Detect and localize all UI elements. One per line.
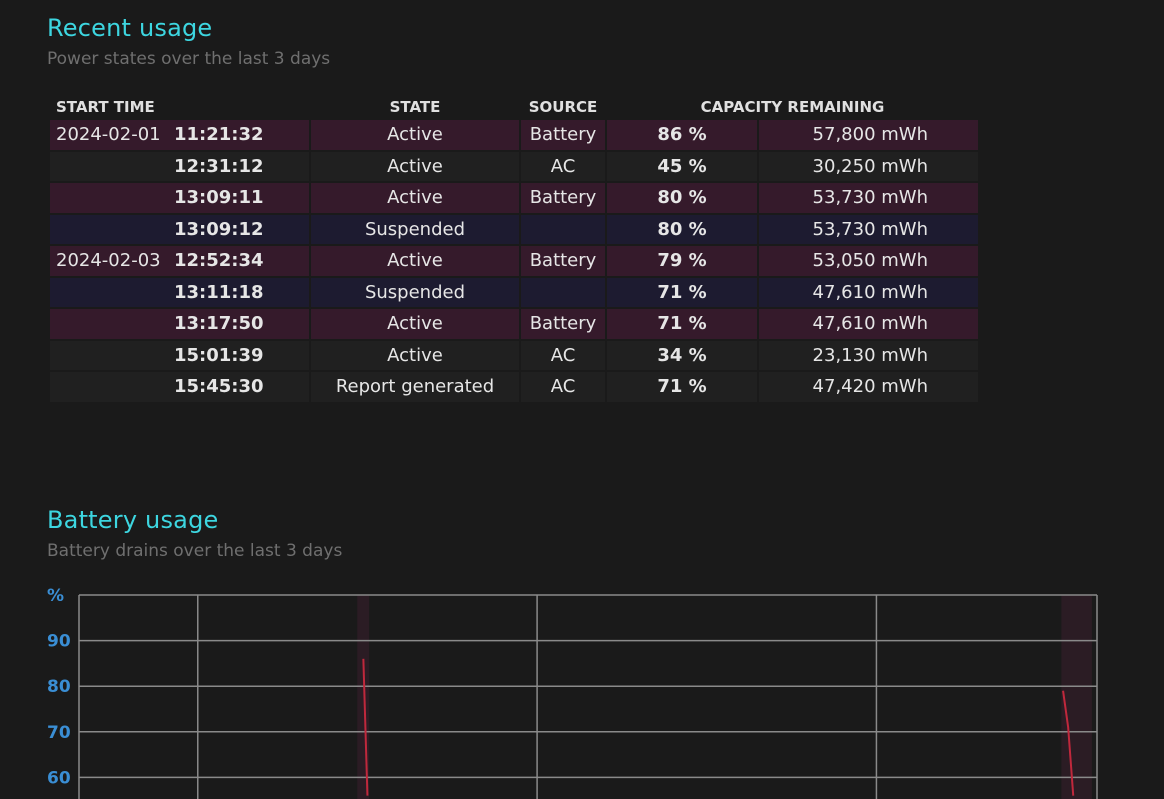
battery-usage-chart: % 90 80 70 60: [0, 580, 1164, 799]
cell-state: Active: [311, 309, 519, 339]
cell-capacity-mwh: 47,610 mWh: [759, 309, 978, 339]
start-time: 13:09:11: [174, 187, 264, 208]
cell-state: Active: [311, 340, 519, 370]
cell-capacity-percent: 34 %: [607, 340, 757, 370]
cell-capacity-mwh: 57,800 mWh: [759, 120, 978, 150]
recent-usage-subtitle: Power states over the last 3 days: [47, 49, 331, 69]
y-tick-label: 60: [47, 768, 71, 788]
cell-start-time: 13:11:18: [50, 277, 309, 307]
cell-capacity-mwh: 47,610 mWh: [759, 277, 978, 307]
start-time: 15:45:30: [174, 376, 264, 397]
start-time: 15:01:39: [174, 344, 264, 366]
cell-capacity-percent: 86 %: [607, 120, 757, 150]
table-row: 15:01:39 Active AC 34 % 23,130 mWh: [50, 340, 978, 370]
cell-source: Battery: [521, 309, 605, 339]
cell-capacity-percent: 71 %: [607, 277, 757, 307]
table-row: 13:17:50 Active Battery 71 % 47,610 mWh: [50, 309, 978, 339]
battery-usage-subtitle: Battery drains over the last 3 days: [47, 541, 343, 561]
cell-start-time: 2024-02-01 11:21:32: [50, 120, 309, 150]
header-source: SOURCE: [528, 98, 598, 116]
cell-capacity-mwh: 53,730 mWh: [759, 183, 978, 213]
cell-capacity-mwh: 23,130 mWh: [759, 340, 978, 370]
cell-state: Active: [311, 183, 519, 213]
battery-drain-line: [362, 658, 369, 796]
cell-source: AC: [521, 372, 605, 402]
recent-usage-table: START TIME STATE SOURCE CAPACITY REMAINI…: [48, 94, 980, 404]
cell-capacity-percent: 45 %: [607, 151, 757, 181]
cell-capacity-percent: 71 %: [607, 372, 757, 402]
cell-state: Active: [311, 120, 519, 150]
cell-state: Active: [311, 246, 519, 276]
cell-source: AC: [521, 151, 605, 181]
start-time: 13:17:50: [174, 313, 264, 334]
table-row: 15:45:30 Report generated AC 71 % 47,420 mWh: [50, 372, 978, 402]
y-tick-label: 70: [47, 723, 71, 743]
y-tick-label: 90: [47, 632, 71, 652]
cell-start-time: 13:09:11: [50, 183, 309, 213]
cell-capacity-percent: 80 %: [607, 183, 757, 213]
cell-source: Battery: [521, 246, 605, 276]
drain-shade: [357, 595, 370, 799]
start-time: 12:52:34: [174, 250, 264, 271]
battery-usage-chart-svg: % 90 80 70 60: [47, 586, 1098, 799]
cell-capacity-percent: 71 %: [607, 309, 757, 339]
header-start-time: START TIME: [56, 98, 155, 116]
cell-start-time: 15:01:39: [50, 340, 309, 370]
cell-capacity-mwh: 53,730 mWh: [759, 214, 978, 244]
cell-start-time: 12:31:12: [50, 151, 309, 181]
table-row: 12:31:12 Active AC 45 % 30,250 mWh: [50, 151, 978, 181]
cell-source: AC: [521, 340, 605, 370]
cell-start-time: 13:17:50: [50, 309, 309, 339]
battery-drain-line: [1062, 690, 1075, 796]
cell-start-time: 13:09:12: [50, 214, 309, 244]
cell-state: Suspended: [311, 214, 519, 244]
table-row: 13:11:18 Suspended 71 % 47,610 mWh: [50, 277, 978, 307]
battery-usage-title: Battery usage: [47, 506, 219, 534]
cell-capacity-percent: 79 %: [607, 246, 757, 276]
cell-state: Suspended: [311, 277, 519, 307]
start-date: 2024-02-03: [56, 250, 161, 271]
cell-capacity-percent: 80 %: [607, 214, 757, 244]
start-time: 12:31:12: [174, 155, 264, 177]
cell-start-time: 15:45:30: [50, 372, 309, 402]
cell-source: Battery: [521, 183, 605, 213]
table-row: 13:09:12 Suspended 80 % 53,730 mWh: [50, 214, 978, 244]
y-unit-label: %: [47, 586, 64, 606]
cell-source: [521, 277, 605, 307]
recent-usage-title: Recent usage: [47, 14, 213, 42]
header-state: STATE: [389, 98, 441, 116]
table-row: 13:09:11 Active Battery 80 % 53,730 mWh: [50, 183, 978, 213]
drain-shade: [1061, 595, 1092, 799]
table-row: 2024-02-01 11:21:32 Active Battery 86 % 57,80…: [50, 120, 978, 150]
table-header-row: START TIME STATE SOURCE CAPACITY REMAINI…: [50, 96, 978, 118]
cell-source: Battery: [521, 120, 605, 150]
cell-capacity-mwh: 30,250 mWh: [759, 151, 978, 181]
cell-start-time: 2024-02-03 12:52:34: [50, 246, 309, 276]
cell-capacity-mwh: 47,420 mWh: [759, 372, 978, 402]
table-row: 2024-02-03 12:52:34 Active Battery 79 % 53,05…: [50, 246, 978, 276]
start-time: 13:11:18: [174, 281, 264, 303]
cell-source: [521, 214, 605, 244]
y-tick-label: 80: [47, 677, 71, 697]
header-capacity-remaining: CAPACITY REMAINING: [700, 98, 885, 116]
start-time: 13:09:12: [174, 218, 264, 240]
start-date: 2024-02-01: [56, 124, 161, 145]
cell-capacity-mwh: 53,050 mWh: [759, 246, 978, 276]
start-time: 11:21:32: [174, 124, 264, 145]
cell-state: Report generated: [311, 372, 519, 402]
cell-state: Active: [311, 151, 519, 181]
